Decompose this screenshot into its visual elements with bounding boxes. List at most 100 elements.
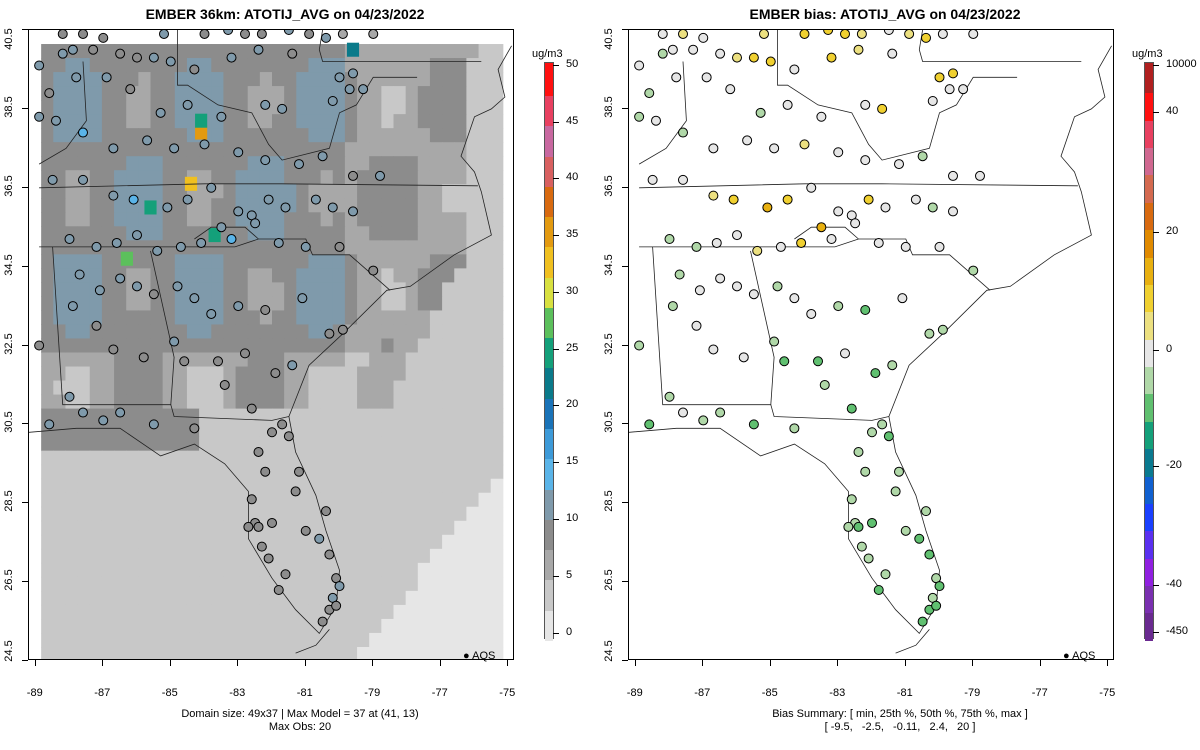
model-grid-cell: [89, 394, 103, 410]
bias-station-point: [883, 431, 894, 442]
bias-station-point: [870, 368, 881, 379]
model-grid-cell: [174, 478, 188, 494]
model-grid-cell: [174, 114, 188, 129]
model-grid-cell: [417, 590, 431, 606]
model-grid-cell: [114, 618, 127, 634]
model-grid-cell: [150, 450, 164, 466]
model-grid-cell: [369, 576, 382, 592]
model-grid-cell: [150, 478, 164, 494]
model-grid-cell: [296, 450, 309, 466]
model-grid-cell: [150, 492, 164, 508]
model-station-point: [233, 206, 244, 217]
model-grid-cell: [332, 86, 346, 101]
model-station-point: [314, 533, 325, 544]
model-grid-cell: [77, 562, 91, 578]
model-grid-cell: [417, 156, 431, 171]
bias-station-point: [948, 206, 958, 217]
model-grid-cell: [272, 450, 285, 466]
bias-station-point: [762, 202, 773, 213]
model-station-point: [317, 616, 328, 627]
model-grid-cell: [77, 86, 91, 101]
model-grid-cell: [442, 86, 455, 101]
model-grid-cell: [417, 604, 431, 620]
model-grid-cell: [150, 128, 164, 143]
colorbar-swatch: [545, 365, 553, 399]
model-grid-cell: [308, 268, 322, 283]
model-grid-cell: [284, 464, 297, 480]
model-grid-cell: [174, 618, 188, 634]
model-grid-cell: [357, 352, 370, 368]
model-grid-cell: [417, 170, 431, 185]
model-grid-cell: [478, 72, 492, 87]
model-grid-cell: [466, 520, 480, 536]
model-grid-cell: [235, 576, 249, 592]
model-grid-cell: [186, 646, 200, 659]
model-station-point: [240, 348, 250, 359]
model-grid-cell: [174, 72, 188, 87]
model-station-point: [179, 356, 190, 367]
model-grid-cell: [284, 604, 297, 620]
model-grid-cell: [101, 352, 115, 368]
model-grid-cell: [199, 464, 212, 480]
model-grid-cell: [284, 254, 297, 269]
x-tick-mark: [304, 660, 306, 666]
model-grid-cell: [344, 562, 358, 578]
model-grid-cell: [101, 380, 115, 396]
model-grid-cell: [357, 296, 370, 311]
model-grid-cell: [199, 422, 212, 438]
x-tick-mark: [169, 660, 171, 666]
model-grid-cell: [223, 450, 237, 466]
model-grid-cell: [126, 618, 139, 634]
model-grid-cell: [357, 310, 370, 325]
model-station-point: [74, 269, 85, 280]
colorbar-tick: [553, 576, 559, 577]
model-station-point: [368, 265, 379, 276]
model-grid-cell: [344, 142, 358, 157]
model-grid-cell: [174, 226, 188, 241]
model-grid-cell: [101, 632, 115, 648]
model-grid-cell: [199, 436, 212, 452]
model-station-point: [216, 222, 227, 233]
colorbar-tick: [553, 633, 559, 634]
model-grid-cell: [41, 464, 54, 480]
model-grid-cell: [101, 436, 115, 452]
model-grid-cell: [272, 184, 285, 199]
model-grid-cell: [211, 506, 224, 522]
model-grid-cell: [344, 478, 358, 494]
model-grid-cell: [381, 310, 394, 325]
model-station-point: [189, 293, 200, 304]
model-grid-cell: [223, 198, 237, 213]
state-boundary-line: [639, 183, 1078, 189]
colorbar-swatch: [1145, 199, 1153, 231]
model-grid-cell: [442, 590, 455, 606]
model-grid-cell: [442, 478, 455, 494]
model-grid-cell: [199, 268, 212, 283]
model-grid-cell: [344, 548, 358, 564]
model-grid-cell: [490, 128, 504, 143]
colorbar-swatch: [1145, 501, 1153, 532]
model-grid-cell: [272, 114, 285, 129]
colorbar-tick: [553, 349, 559, 350]
model-hotspot-cell: [120, 251, 133, 266]
model-grid-cell: [247, 618, 261, 634]
model-station-point: [226, 52, 237, 63]
model-grid-cell: [442, 534, 455, 550]
model-grid-cell: [332, 254, 346, 269]
model-station-point: [256, 541, 267, 552]
model-grid-cell: [357, 212, 370, 227]
model-grid-cell: [357, 478, 370, 494]
model-grid-cell: [478, 352, 492, 368]
model-grid-cell: [442, 44, 455, 59]
model-grid-cell: [235, 128, 249, 143]
model-grid-cell: [320, 128, 334, 143]
model-grid-cell: [247, 58, 261, 73]
model-grid-cell: [320, 450, 334, 466]
model-grid-cell: [223, 282, 237, 297]
model-station-point: [233, 301, 244, 312]
model-grid-cell: [405, 198, 419, 213]
bias-station-point: [732, 281, 742, 292]
model-grid-cell: [296, 380, 309, 396]
model-grid-cell: [296, 100, 309, 115]
model-grid-cell: [369, 114, 382, 129]
model-grid-cell: [77, 198, 91, 213]
